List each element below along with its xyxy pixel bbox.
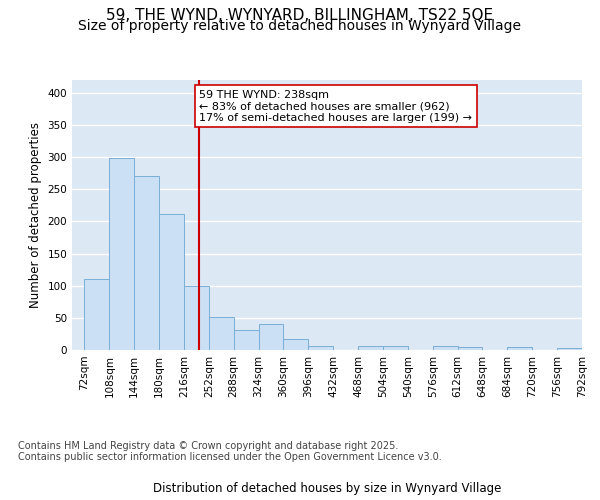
Bar — [134, 176, 159, 350]
Bar — [383, 346, 408, 350]
Bar — [209, 317, 234, 350]
Text: 59 THE WYND: 238sqm
← 83% of detached houses are smaller (962)
17% of semi-detac: 59 THE WYND: 238sqm ← 83% of detached ho… — [199, 90, 472, 123]
Bar — [458, 347, 482, 350]
Bar — [283, 339, 308, 350]
Bar — [234, 330, 259, 350]
Bar — [159, 214, 184, 350]
Bar — [184, 286, 209, 350]
Text: Size of property relative to detached houses in Wynyard Village: Size of property relative to detached ho… — [79, 19, 521, 33]
Bar — [358, 346, 383, 350]
Bar — [109, 158, 134, 350]
Bar — [259, 324, 283, 350]
Bar — [557, 348, 582, 350]
Bar — [433, 346, 458, 350]
Bar — [508, 347, 532, 350]
Bar — [308, 346, 333, 350]
Y-axis label: Number of detached properties: Number of detached properties — [29, 122, 42, 308]
Text: 59, THE WYND, WYNYARD, BILLINGHAM, TS22 5QE: 59, THE WYND, WYNYARD, BILLINGHAM, TS22 … — [106, 8, 494, 22]
Text: Contains HM Land Registry data © Crown copyright and database right 2025.
Contai: Contains HM Land Registry data © Crown c… — [18, 441, 442, 462]
Bar — [85, 280, 109, 350]
Text: Distribution of detached houses by size in Wynyard Village: Distribution of detached houses by size … — [153, 482, 501, 495]
